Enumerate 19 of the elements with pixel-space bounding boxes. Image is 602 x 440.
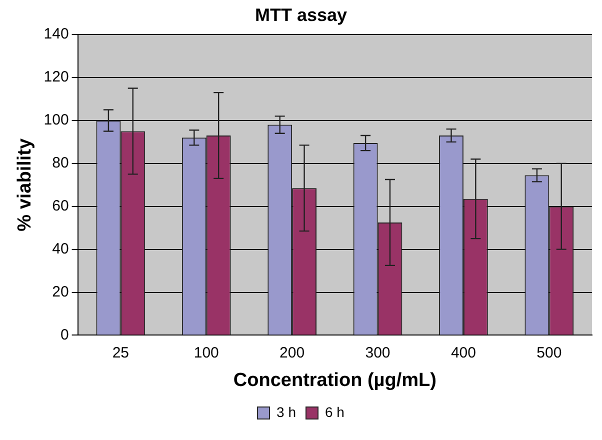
chart-title: MTT assay: [254, 4, 348, 25]
y-tick-label: 120: [44, 68, 69, 86]
x-tick-label: 500: [536, 344, 562, 362]
x-axis-title: Concentration (µg/mL): [233, 370, 436, 391]
y-tick-label: 100: [44, 112, 69, 129]
y-tick-label: 140: [44, 26, 69, 43]
x-tick-label: 100: [194, 344, 219, 362]
y-tick-label: 80: [52, 154, 69, 172]
x-tick-label: 400: [450, 344, 476, 362]
legend-label: 3 h: [276, 404, 296, 420]
x-tick-label: 300: [365, 344, 390, 362]
y-axis-title: % viability: [14, 138, 36, 232]
y-tick-label: 0: [60, 326, 69, 344]
y-tick-label: 20: [52, 283, 69, 300]
legend-label: 6 h: [325, 404, 344, 420]
y-tick-label: 40: [52, 240, 69, 258]
y-tick-label: 60: [52, 198, 69, 215]
x-tick-label: 25: [112, 344, 130, 362]
x-tick-label: 200: [280, 344, 305, 362]
